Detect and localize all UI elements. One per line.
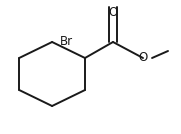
Text: O: O	[138, 51, 148, 64]
Text: O: O	[108, 5, 118, 18]
Text: Br: Br	[60, 35, 73, 48]
